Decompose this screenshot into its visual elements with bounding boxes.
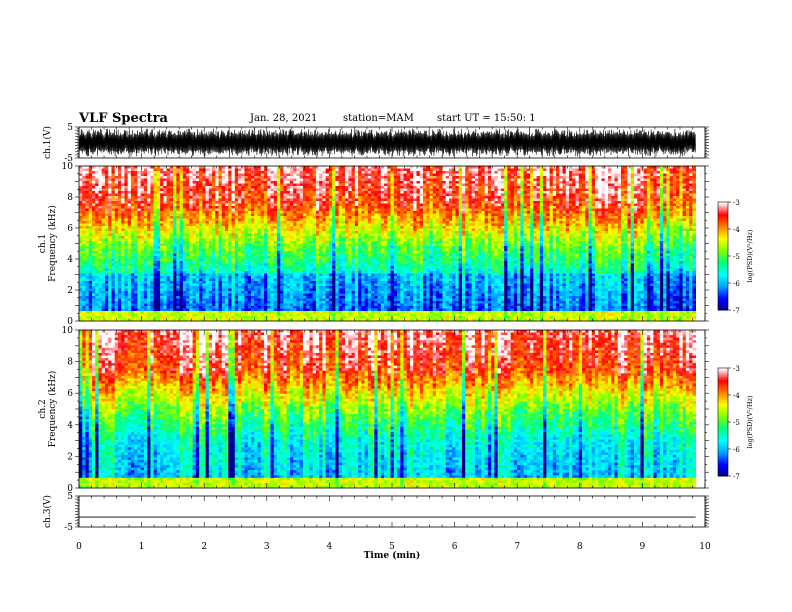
colorbar-tick-label: -6 [733,280,740,288]
y-axis-label: Frequency (kHz) [47,371,58,448]
y-tick-label: 6 [67,389,73,399]
x-tick-label: 6 [452,542,458,552]
colorbar-tick-label: -4 [733,392,740,400]
colorbar-tick-label: -7 [733,473,740,481]
x-tick-label: 10 [699,542,711,552]
y-axis-label: ch.3(V) [42,495,53,528]
y-axis-label: ch.1 [38,234,48,253]
colorbar-label: log(PSD)(V²/Hz) [746,395,754,448]
x-axis-label: Time (min) [364,550,421,561]
ch1-colorbar-gradient [718,202,728,311]
x-tick-label: 2 [201,542,207,552]
y-tick-label: 5 [67,123,73,133]
y-tick-label: 10 [62,162,74,172]
colorbar-label: log(PSD)(V²/Hz) [746,229,754,282]
ch2-spectrogram-cells [79,330,696,488]
colorbar-tick-label: -7 [733,307,740,315]
y-axis-label: ch.1(V) [42,126,53,159]
colorbar-tick-label: -3 [733,199,740,207]
ch1-waveform-trace [79,129,696,157]
y-tick-label: 2 [67,286,73,296]
y-tick-label: 8 [67,193,73,203]
x-tick-label: 4 [327,542,333,552]
y-tick-label: 4 [67,421,73,431]
ch2-colorbar-gradient [718,368,728,477]
colorbar-tick-label: -3 [733,365,740,373]
colorbar-tick-label: -5 [733,419,740,427]
x-tick-label: 8 [577,542,583,552]
y-tick-label: 2 [67,452,73,462]
y-axis-label: ch.2 [38,399,48,418]
x-tick-label: 9 [640,542,646,552]
y-tick-label: 5 [67,492,73,502]
colorbar-tick-label: -6 [733,446,740,454]
y-tick-label: -5 [64,523,73,533]
y-axis-label: Frequency (kHz) [47,205,58,282]
colorbar-tick-label: -5 [733,253,740,261]
x-tick-label: 1 [139,542,145,552]
x-tick-label: 7 [514,542,520,552]
y-tick-label: 8 [67,358,73,368]
ch1-spectrogram-cells [79,166,696,321]
x-tick-label: 0 [76,542,82,552]
x-tick-label: 3 [264,542,270,552]
y-tick-label: 6 [67,224,73,234]
colorbar-tick-label: -4 [733,226,740,234]
y-tick-label: 4 [67,255,73,265]
y-tick-label: 10 [62,326,74,336]
